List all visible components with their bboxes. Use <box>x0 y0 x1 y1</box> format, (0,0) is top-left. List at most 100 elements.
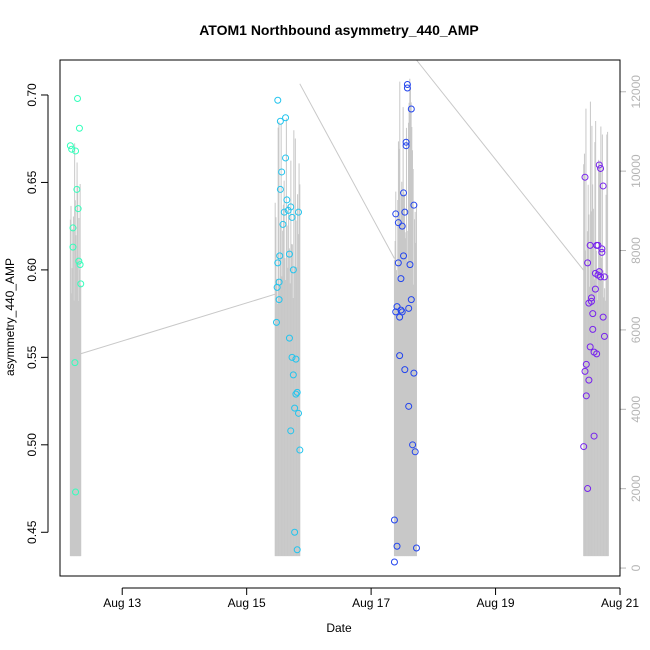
data-point <box>400 252 408 260</box>
data-point <box>589 310 597 318</box>
data-point <box>594 241 602 249</box>
data-point <box>293 546 301 554</box>
data-point <box>390 558 398 566</box>
data-point <box>398 222 406 230</box>
data-point <box>400 189 408 197</box>
data-point <box>396 352 404 360</box>
data-point <box>407 296 415 304</box>
data-point <box>289 371 297 379</box>
data-point <box>295 208 303 216</box>
data-point <box>275 278 283 286</box>
data-point <box>295 409 303 417</box>
data-point <box>600 332 608 340</box>
data-point <box>597 164 605 172</box>
data-point <box>282 114 290 122</box>
data-point <box>287 203 295 211</box>
data-point <box>66 142 74 150</box>
data-point <box>402 142 410 150</box>
data-point <box>293 388 301 396</box>
y-tick-label: 0.60 <box>25 258 39 282</box>
y2-tick-label: 6000 <box>629 316 643 343</box>
data-point <box>600 273 608 281</box>
y-tick-label: 0.55 <box>25 345 39 369</box>
data-point <box>599 182 607 190</box>
data-point <box>278 168 286 176</box>
data-point <box>272 318 280 326</box>
data-point <box>275 296 283 304</box>
y2-tick-label: 0 <box>629 564 643 571</box>
data-point <box>76 261 84 269</box>
data-point <box>409 441 417 449</box>
data-point <box>288 353 296 361</box>
data-point <box>597 273 605 281</box>
data-point <box>68 145 76 153</box>
data-point <box>398 308 406 316</box>
data-point <box>593 350 601 358</box>
data-point <box>582 392 590 400</box>
data-point <box>285 250 293 258</box>
data-point <box>397 275 405 283</box>
data-point <box>394 219 402 227</box>
y-tick-label: 0.65 <box>25 170 39 194</box>
data-point <box>581 173 589 181</box>
data-point <box>280 208 288 216</box>
data-point <box>393 303 401 311</box>
chart-title: ATOM1 Northbound asymmetry_440_AMP <box>199 22 479 38</box>
data-point <box>584 259 592 267</box>
data-point <box>405 304 413 312</box>
data-point <box>402 138 410 146</box>
data-point <box>401 366 409 374</box>
count-layer <box>69 59 609 557</box>
x-axis-label: Date <box>326 621 352 635</box>
data-point <box>587 297 595 305</box>
data-point <box>598 245 606 253</box>
data-point <box>72 488 80 496</box>
y2-tick-label: 4000 <box>629 396 643 423</box>
y2-tick-label: 10000 <box>629 154 643 188</box>
data-point <box>276 185 284 193</box>
data-point <box>595 161 603 169</box>
data-point <box>591 285 599 293</box>
data-point <box>585 376 593 384</box>
data-point <box>589 325 597 333</box>
data-point <box>412 544 420 552</box>
data-point <box>71 359 79 367</box>
x-tick-label: Aug 15 <box>228 596 266 610</box>
count-connector <box>416 59 585 271</box>
data-point <box>285 334 293 342</box>
y-tick-label: 0.50 <box>25 433 39 457</box>
y-axis-label: asymmetry_440_AMP <box>3 258 17 376</box>
data-point <box>403 80 411 88</box>
data-point <box>403 84 411 92</box>
data-point <box>581 367 589 375</box>
count-connector <box>80 293 276 355</box>
data-point <box>276 252 284 260</box>
y2-tick-label: 8000 <box>629 237 643 264</box>
x-tick-label: Aug 21 <box>601 596 639 610</box>
data-point <box>405 402 413 410</box>
data-point <box>598 248 606 256</box>
data-point <box>75 124 83 132</box>
data-point <box>584 485 592 493</box>
data-point <box>582 360 590 368</box>
data-point <box>292 355 300 363</box>
data-point <box>279 220 287 228</box>
data-point <box>599 313 607 321</box>
data-point <box>410 201 418 209</box>
data-point <box>410 369 418 377</box>
data-point <box>69 224 77 232</box>
data-point <box>587 294 595 302</box>
data-point <box>283 196 291 204</box>
y-tick-label: 0.45 <box>25 520 39 544</box>
data-point <box>296 446 304 454</box>
data-point <box>407 105 415 113</box>
data-point <box>397 306 405 314</box>
x-tick-label: Aug 19 <box>477 596 515 610</box>
data-point <box>74 205 82 213</box>
data-point <box>274 259 282 267</box>
data-point <box>393 542 401 550</box>
points-layer <box>66 80 608 566</box>
data-point <box>291 528 299 536</box>
data-point <box>392 210 400 218</box>
